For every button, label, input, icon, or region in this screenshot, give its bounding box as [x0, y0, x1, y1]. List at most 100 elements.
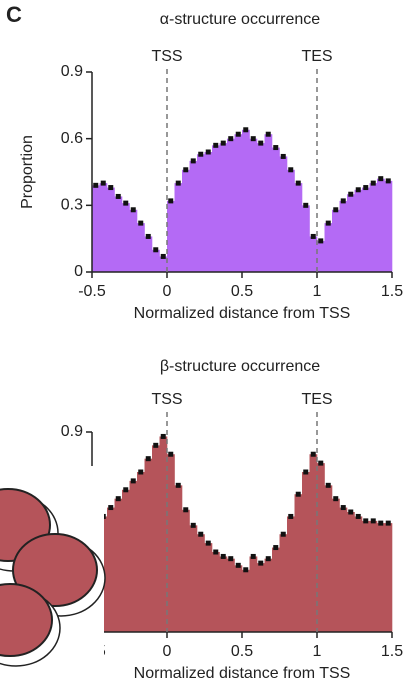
x-axis-label: Normalized distance from TSS — [134, 305, 351, 322]
point — [160, 253, 166, 259]
x-tick-label: 0.5 — [231, 283, 253, 300]
y-tick-label: 0.6 — [61, 130, 83, 147]
bar — [257, 563, 265, 632]
bar — [167, 454, 175, 632]
bar — [114, 498, 123, 632]
point — [93, 182, 99, 188]
bar — [294, 494, 303, 632]
point — [100, 180, 106, 186]
point — [138, 220, 144, 226]
point — [130, 207, 136, 213]
point — [243, 127, 249, 133]
bar — [144, 458, 153, 632]
point — [123, 487, 129, 493]
x-tick-label: 0.5 — [231, 643, 253, 660]
bar — [159, 436, 168, 632]
bar — [302, 205, 310, 272]
point — [288, 513, 294, 519]
point — [363, 518, 369, 524]
point — [258, 140, 264, 146]
bar — [242, 569, 250, 632]
bar — [189, 525, 198, 632]
point — [198, 151, 204, 157]
bar — [107, 187, 115, 272]
point — [385, 520, 391, 526]
point — [310, 451, 316, 457]
point — [295, 491, 301, 497]
annotation: TSS — [151, 48, 182, 65]
bar — [264, 134, 273, 272]
panel-label: C — [6, 2, 22, 27]
bar — [182, 169, 190, 272]
bar — [339, 507, 348, 632]
x-tick-label: 1.5 — [381, 283, 403, 300]
point — [115, 193, 121, 199]
x-tick-label: 1 — [313, 643, 322, 660]
bar — [362, 520, 370, 632]
point — [273, 545, 279, 551]
x-tick-label: 1 — [313, 283, 322, 300]
bar — [197, 534, 205, 632]
x-tick-label: -0.5 — [78, 283, 106, 300]
annotation: TSS — [151, 391, 182, 408]
point — [355, 187, 361, 193]
bar — [212, 145, 220, 272]
point — [213, 142, 219, 148]
bar — [317, 463, 325, 632]
bar — [279, 156, 288, 272]
bar — [174, 485, 183, 632]
point — [153, 442, 159, 448]
point — [318, 460, 324, 466]
point — [310, 233, 316, 239]
bar — [362, 187, 370, 272]
bar — [332, 209, 340, 272]
bar — [249, 138, 258, 272]
point — [265, 556, 271, 562]
point — [318, 238, 324, 244]
bar — [219, 143, 228, 272]
bar — [227, 558, 235, 632]
bar — [129, 209, 138, 272]
bar — [257, 143, 265, 272]
point — [220, 140, 226, 146]
bar — [384, 523, 393, 632]
point — [235, 131, 241, 137]
y-tick-label: 0.3 — [61, 197, 83, 214]
bar — [159, 256, 168, 272]
point — [153, 247, 159, 253]
bar — [129, 480, 138, 632]
bar — [309, 454, 318, 632]
point — [175, 482, 181, 488]
point — [190, 522, 196, 528]
x-axis-label: Normalized distance from TSS — [134, 665, 351, 682]
point — [228, 556, 234, 562]
bar — [152, 249, 160, 272]
bar — [167, 200, 175, 272]
point — [333, 207, 339, 213]
point — [183, 507, 189, 513]
bar — [182, 509, 190, 632]
point — [213, 549, 219, 555]
bar — [279, 534, 288, 632]
bar — [234, 565, 243, 632]
point — [370, 180, 376, 186]
annotation: TES — [301, 391, 332, 408]
chart-title: β-structure occurrence — [160, 358, 320, 375]
bar — [377, 178, 385, 272]
point — [130, 478, 136, 484]
point — [190, 158, 196, 164]
point — [355, 513, 361, 519]
point — [243, 567, 249, 573]
y-tick-label: 0.9 — [61, 63, 83, 80]
point — [145, 456, 151, 462]
bar — [204, 152, 213, 272]
bar — [369, 520, 378, 632]
bar — [272, 147, 280, 272]
bar — [212, 552, 220, 632]
point — [363, 185, 369, 191]
point — [168, 198, 174, 204]
bar — [302, 472, 310, 632]
bar — [347, 512, 355, 632]
y-axis-label: Proportion — [19, 135, 36, 209]
bar — [354, 516, 363, 632]
